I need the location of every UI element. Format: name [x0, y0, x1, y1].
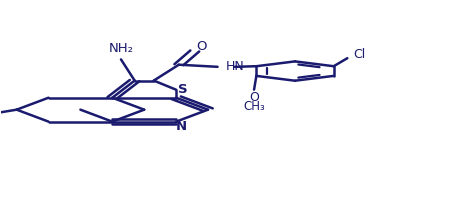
- Text: CH₃: CH₃: [243, 100, 265, 113]
- Text: NH₂: NH₂: [108, 42, 133, 55]
- Text: S: S: [178, 83, 188, 96]
- Text: HN: HN: [226, 60, 244, 73]
- Text: O: O: [249, 91, 259, 104]
- Text: N: N: [176, 120, 187, 133]
- Text: O: O: [197, 40, 207, 53]
- Text: Cl: Cl: [353, 48, 365, 61]
